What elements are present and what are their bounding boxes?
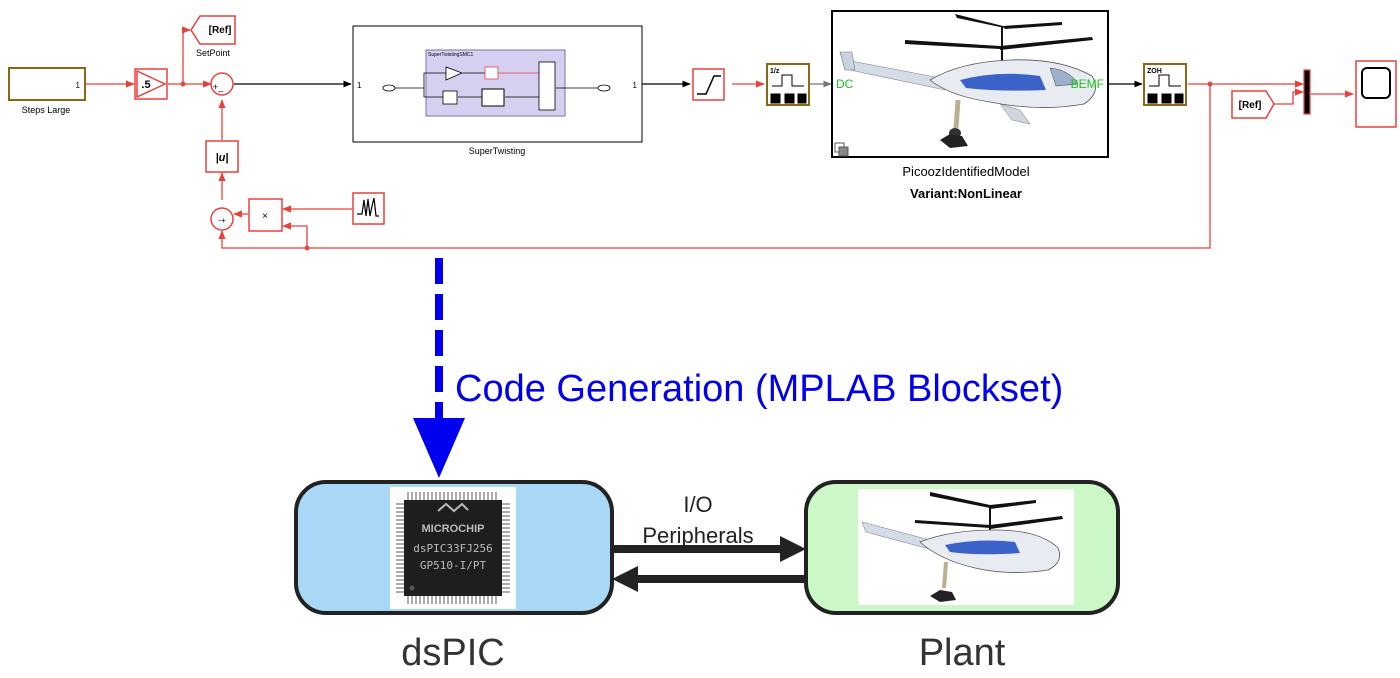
from-tag: [Ref] xyxy=(1239,100,1262,111)
goto-tag: [Ref] xyxy=(209,25,232,36)
goto-setpoint-label: SetPoint xyxy=(196,48,231,58)
microcontroller-chip-icon xyxy=(396,492,510,604)
from-ref-block[interactable]: [Ref] xyxy=(1231,90,1275,119)
signal-lines xyxy=(85,26,1354,249)
code-generation-label: Code Generation (MPLAB Blockset) xyxy=(455,368,1063,410)
sum-block-error[interactable]: +_ xyxy=(210,72,234,96)
io-label-line2: Peripherals xyxy=(642,523,753,548)
product-symbol: × xyxy=(262,211,268,222)
variant-badge-icon xyxy=(834,142,849,157)
io-label-line1: I/O xyxy=(683,492,712,517)
zoh-label: ZOH xyxy=(1147,68,1162,75)
chip-part-line2: GP510-I/PT xyxy=(420,559,487,572)
scope-screen-icon xyxy=(1361,67,1391,99)
sample-hold-icon xyxy=(770,74,807,104)
plant-model-block[interactable]: DC BEMF xyxy=(831,10,1109,158)
abs-symbol: |u| xyxy=(216,152,229,164)
unit-delay-block[interactable]: 1/z xyxy=(766,63,810,106)
abs-block[interactable]: |u| xyxy=(205,140,239,173)
mux-block[interactable] xyxy=(1303,69,1311,115)
noise-waveform-icon xyxy=(357,197,379,217)
io-arrows xyxy=(612,536,808,592)
supertwisting-inner-title: SuperTwistingSMC1 xyxy=(428,52,474,58)
supertwisting-label: SuperTwisting xyxy=(469,146,526,156)
noise-signal-block[interactable] xyxy=(352,192,385,225)
gain-block[interactable]: .5 xyxy=(134,68,168,100)
supertwisting-in-port: 1 xyxy=(357,81,362,90)
chip-brand-text: MICROCHIP xyxy=(422,523,485,535)
plant-model-label: PicoozIdentifiedModel xyxy=(902,164,1029,179)
steps-large-value: 1 xyxy=(76,81,81,90)
code-generation-arrow xyxy=(413,258,465,478)
supertwisting-out-port: 1 xyxy=(633,81,638,90)
saturation-icon xyxy=(697,75,721,95)
plant-in-port: DC xyxy=(836,77,854,91)
scope-block[interactable] xyxy=(1355,60,1397,128)
sum-block-feedback[interactable]: -+ xyxy=(210,207,234,231)
branch-points xyxy=(180,81,1213,251)
plant-box xyxy=(804,480,1120,615)
chip-part-line1: dsPIC33FJ256 xyxy=(413,542,492,555)
unit-delay-label: 1/z xyxy=(770,68,780,75)
steps-large-block[interactable]: 1 xyxy=(8,67,86,101)
zoh-block[interactable]: ZOH xyxy=(1143,63,1187,106)
dspic-label: dsPIC xyxy=(401,632,504,674)
supertwisting-subsystem-block[interactable]: 1 1 SuperTwistingSMC1 xyxy=(352,25,643,143)
sum-block-feedback-signs: -+ xyxy=(218,216,226,225)
gain-value: .5 xyxy=(141,79,150,91)
steps-large-label: Steps Large xyxy=(22,105,71,115)
plant-variant-label: Variant:NonLinear xyxy=(910,186,1022,201)
product-block[interactable]: × xyxy=(248,198,283,232)
zoh-hold-icon xyxy=(1147,74,1184,104)
helicopter-image-top xyxy=(839,14,1096,148)
goto-setpoint-block[interactable]: [Ref] xyxy=(190,15,236,45)
plant-out-port: BEMF xyxy=(1071,77,1104,91)
saturation-block[interactable] xyxy=(692,68,725,101)
plant-label: Plant xyxy=(919,632,1006,674)
helicopter-image-bottom xyxy=(861,492,1063,602)
supertwisting-inner-preview: SuperTwistingSMC1 xyxy=(382,49,611,117)
dspic-box: MICROCHIP dsPIC33FJ256 GP510-I/PT xyxy=(294,480,614,615)
sum-block-error-signs: +_ xyxy=(213,82,224,92)
